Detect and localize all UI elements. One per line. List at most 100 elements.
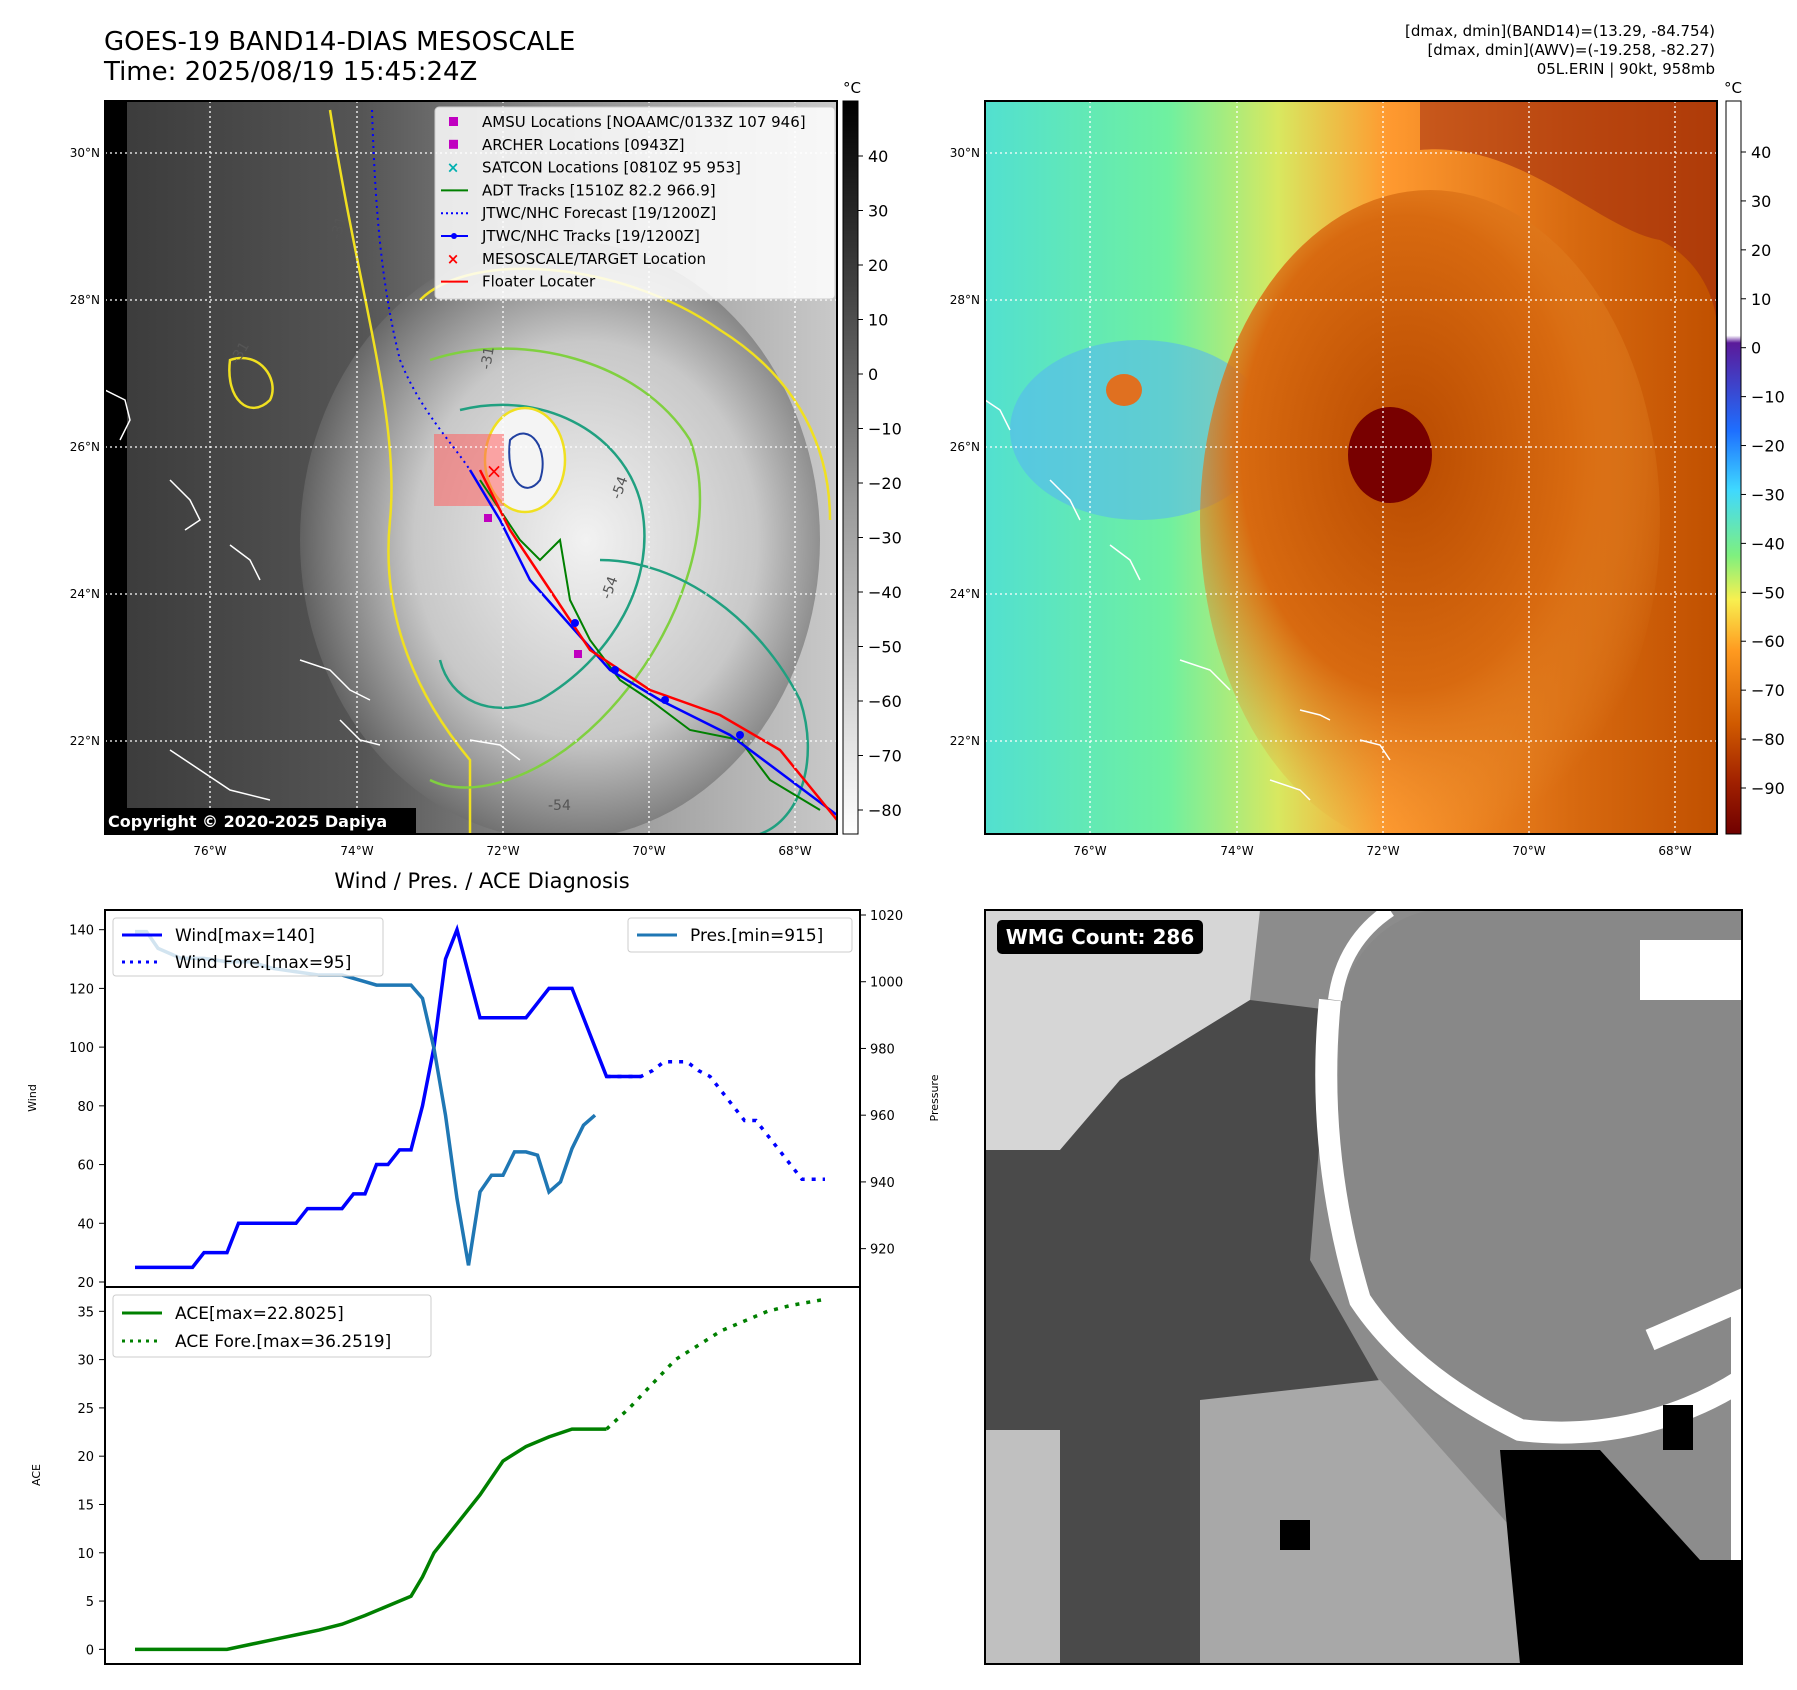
lon-tick-label: 72°W [486,844,519,858]
lat-tick-label: 24°N [70,587,100,601]
awv-frame [984,100,1718,835]
ir-contours [228,109,832,834]
contour-eye-inner [508,432,544,489]
colorbar-tick: −80 [868,801,902,820]
wind-ylabel: Wind [26,1084,39,1112]
ir-contour-labels: -31 -31 -31 -54 -54 -54 [228,215,632,814]
lat-tick-label: 28°N [950,293,980,307]
lon-tick-label: 76°W [193,844,226,858]
ace-ytick: 20 [77,1450,94,1465]
floater-track [478,469,837,821]
colorbar-tick: −20 [1751,437,1785,456]
legend-box [434,106,836,300]
colorbar-tick: 40 [868,147,888,166]
lon-tick-label: 76°W [1073,844,1106,858]
ace-ytick: 0 [86,1643,94,1658]
contour-teal-south [599,558,809,834]
colorbar-tick: 30 [868,202,888,221]
ace-forecast-series-line [605,1297,826,1431]
wmg-light-northwest [985,910,1260,1150]
contour-label: -31 [328,215,349,241]
wmg-count-label: WMG Count: 286 [1006,925,1195,949]
wind-ytick: 120 [69,982,94,997]
wind-ytick: 60 [77,1159,94,1174]
ace-legend [112,1294,432,1358]
legend-item-label: ARCHER Locations [0943Z] [482,136,685,154]
meta-line-band14: [dmax, dmin](BAND14)=(13.29, -84.754) [1404,22,1715,40]
lon-tick-label: 74°W [1220,844,1253,858]
wmg-count-box [997,920,1203,954]
header-meta: [dmax, dmin](BAND14)=(13.29, -84.754) [d… [1405,22,1715,79]
awv-storm [1200,190,1660,834]
legend-ace-forecast: ACE Fore.[max=36.2519] [175,1332,391,1352]
awv-dark-north [1420,101,1717,330]
awv-cloud-small [1106,374,1142,406]
ace-ylabel: ACE [30,1464,43,1486]
wmg-black-cell [1280,1520,1310,1550]
wmg-light-southwest [985,1430,1060,1664]
lat-tick-label: 28°N [70,293,100,307]
pressure-ytick: 980 [870,1042,895,1057]
legend-item-label: Floater Locater [482,273,596,291]
awv-coastlines [985,399,1391,801]
legend-wind: Wind[max=140] [175,926,315,946]
svg-text:×: × [447,250,460,268]
lat-tick-label: 24°N [950,587,980,601]
contour-label: -54 [609,474,632,501]
lon-tick-label: 68°W [778,844,811,858]
wmg-black-cell [1663,1405,1693,1450]
wmg-white-band-north [1328,904,1394,1002]
wind-ytick: 80 [77,1100,94,1115]
contour-small-cloud [228,356,274,410]
legend-item: AMSU Locations [NOAAMC/0133Z 107 946] [449,113,806,131]
colorbar-tick: 10 [868,311,888,330]
legend-pressure: Pres.[min=915] [690,926,823,946]
colorbar-tick: 20 [1751,241,1771,260]
colorbar-tick: −90 [1751,779,1785,798]
pressure-ytick: 920 [870,1243,895,1258]
ir-storm-cloud [300,240,820,834]
wind-ytick: 40 [77,1217,94,1232]
wind-legend [112,917,384,977]
meta-line-awv: [dmax, dmin](AWV)=(-19.258, -82.27) [1427,41,1715,59]
meta-line-storm: 05L.ERIN | 90kt, 958mb [1536,60,1715,78]
lon-tick-label: 70°W [1512,844,1545,858]
colorbar-tick: −20 [868,474,902,493]
legend-item-label: MESOSCALE/TARGET Location [482,250,706,268]
wind-ytick: 100 [69,1041,94,1056]
wmg-frame [984,909,1743,1665]
colorbar-tick: −50 [1751,583,1785,602]
legend-item: ARCHER Locations [0943Z] [449,136,685,154]
pressure-ytick: 1000 [870,976,903,991]
legend-item-label: ADT Tracks [1510Z 82.2 966.9] [482,181,716,199]
wmg-mid-south [1200,1380,1540,1664]
pressure-legend [627,917,853,953]
wmg-white-band [1315,998,1748,1444]
colorbar-tick: −60 [868,692,902,711]
legend-item-label: JTWC/NHC Tracks [19/1200Z] [481,227,700,245]
ace-ytick: 35 [77,1305,94,1320]
wmg-panel: WMG Count: 286 [984,904,1753,1665]
lat-tick-label: 30°N [950,146,980,160]
diagnosis-title: Wind / Pres. / ACE Diagnosis [334,869,629,893]
legend-item-label: JTWC/NHC Forecast [19/1200Z] [481,204,716,222]
lon-tick-label: 72°W [1366,844,1399,858]
awv-colorbar-bar [1725,100,1742,835]
ace-ytick: 30 [77,1354,94,1369]
colorbar-tick: −30 [1751,485,1785,504]
awv-panel [984,100,1718,835]
colorbar-tick: 20 [868,256,888,275]
figure-title: GOES-19 BAND14-DIAS MESOSCALE [104,27,576,57]
legend-item: ADT Tracks [1510Z 82.2 966.9] [441,181,716,199]
pressure-ytick: 1020 [870,909,903,924]
ir-panel: × -31 -31 -31 -54 -54 -54 [104,100,838,835]
ir-colorbar-unit: °C [843,79,861,97]
wind-forecast-series-line [606,1060,825,1181]
archer-marker [574,650,582,658]
pressure-ytick: 940 [870,1176,895,1191]
wmg-white-northeast [1640,940,1742,1000]
wind-series-line [135,924,641,1270]
jtwc-track [468,469,837,817]
colorbar-tick: −40 [868,583,902,602]
ace-ytick: 10 [77,1547,94,1562]
